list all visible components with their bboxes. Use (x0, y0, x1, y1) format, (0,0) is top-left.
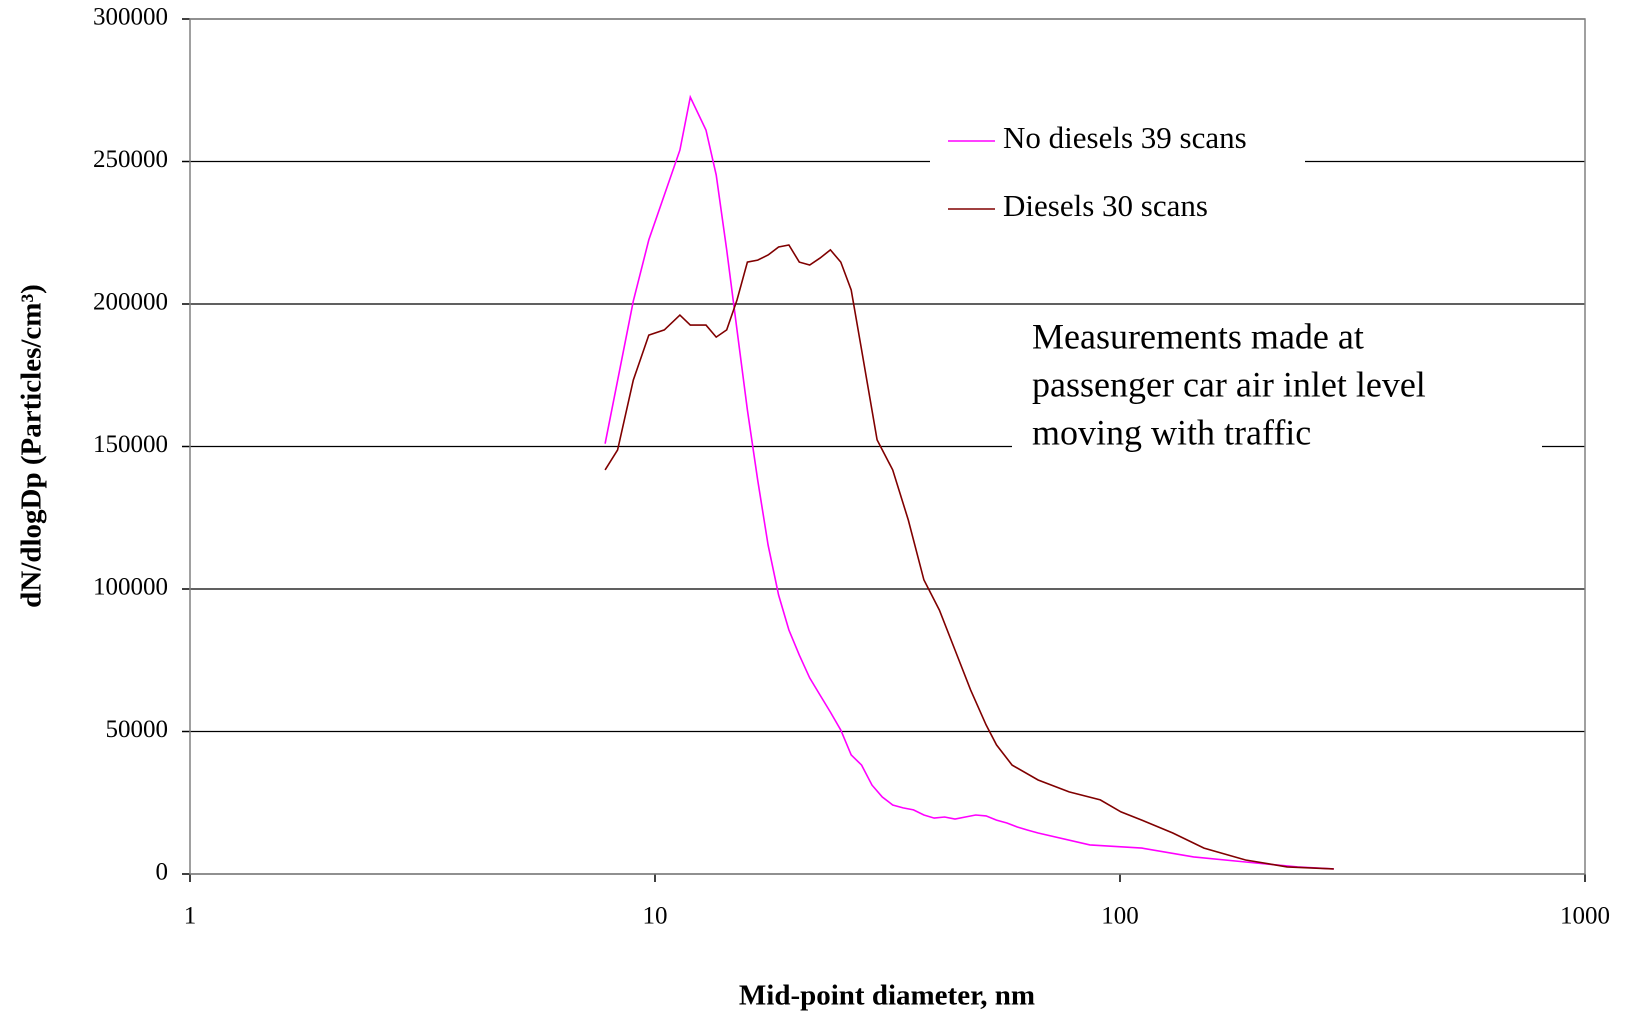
y-tick-label: 50000 (106, 716, 169, 743)
y-axis-label: dN/dlogDp (Particles/cm³) (16, 284, 48, 608)
plot-area (604, 94, 1334, 870)
y-tick-label: 0 (156, 859, 169, 886)
y-tick-label: 100000 (93, 574, 168, 601)
annotation-line: passenger car air inlet level (1032, 364, 1426, 404)
annotation-line: moving with traffic (1032, 412, 1311, 452)
x-axis-label: Mid-point diameter, nm (739, 980, 1035, 1012)
legend-label: Diesels 30 scans (1003, 188, 1208, 223)
series-line (604, 94, 1334, 870)
x-tick-label: 100 (1101, 903, 1139, 930)
y-tick-label: 250000 (93, 146, 168, 173)
x-tick-label: 10 (643, 903, 668, 930)
y-tick-label: 200000 (93, 289, 168, 316)
x-tick-label: 1000 (1560, 903, 1610, 930)
y-tick-label: 300000 (93, 4, 168, 31)
series-line (604, 244, 1334, 870)
legend-label: No diesels 39 scans (1003, 120, 1247, 155)
x-tick-label: 1 (184, 903, 197, 930)
plot-frame (189, 18, 1586, 875)
annotation-line: Measurements made at (1032, 316, 1364, 356)
annotation-background (1012, 312, 1542, 472)
y-tick-label: 150000 (93, 431, 168, 458)
